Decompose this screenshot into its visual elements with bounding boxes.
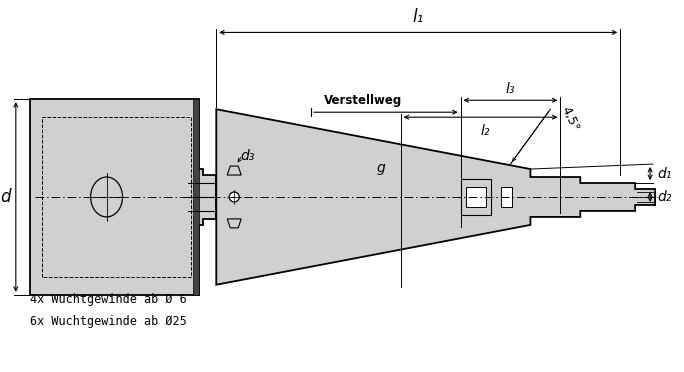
- Bar: [466, 187, 486, 207]
- Polygon shape: [227, 166, 241, 175]
- Text: d₁: d₁: [657, 167, 672, 180]
- Text: 4,5°: 4,5°: [558, 105, 581, 134]
- Text: l₃: l₃: [505, 82, 515, 96]
- Text: d₃: d₃: [240, 149, 254, 163]
- Text: d₂: d₂: [657, 190, 672, 204]
- Text: l₂: l₂: [481, 124, 490, 138]
- Text: g: g: [376, 161, 385, 175]
- Text: l₁: l₁: [412, 9, 424, 26]
- Polygon shape: [194, 99, 199, 295]
- Text: d: d: [0, 188, 11, 206]
- Polygon shape: [227, 219, 241, 228]
- Text: Verstellweg: Verstellweg: [324, 94, 402, 107]
- Bar: [460, 179, 490, 215]
- Bar: [501, 187, 512, 207]
- Text: 6x Wuchtgewinde ab Ø25: 6x Wuchtgewinde ab Ø25: [30, 315, 187, 328]
- Text: 4x Wuchtgewinde ab Ø 6: 4x Wuchtgewinde ab Ø 6: [30, 293, 187, 306]
- Circle shape: [229, 192, 239, 202]
- Polygon shape: [30, 99, 216, 295]
- Polygon shape: [216, 109, 655, 285]
